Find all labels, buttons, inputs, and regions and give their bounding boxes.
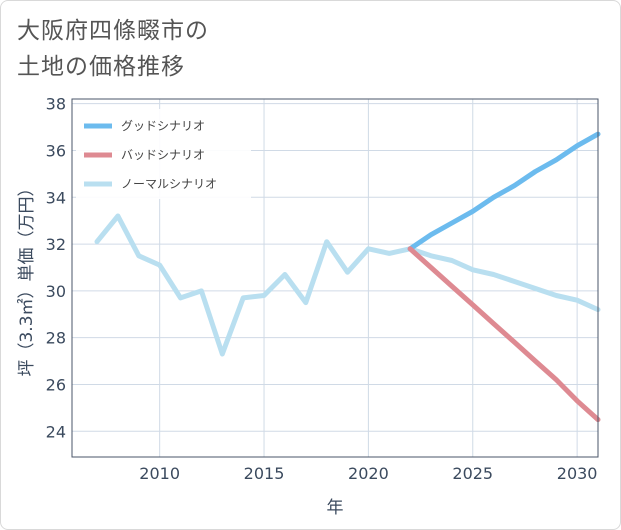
chart-title-line-1: 大阪府四條畷市の: [17, 18, 209, 44]
y-tick-label: 38: [46, 95, 66, 114]
tick-labels: 24 26 28 30 32 34 36 38 2010 2015 2020 2025 2030: [46, 95, 598, 483]
y-axis-title: 坪（3.3㎡）単価（万円）: [17, 179, 37, 376]
series-line-1: [407, 246, 601, 423]
legend-label-1: バッドシナリオ: [121, 148, 205, 162]
y-tick-label: 34: [46, 188, 66, 207]
series-line-0: [407, 131, 601, 252]
x-tick-label: 2010: [139, 464, 180, 483]
y-tick-label: 36: [46, 141, 66, 160]
series-line-2: [94, 213, 601, 357]
x-tick-label: 2015: [244, 464, 285, 483]
series-lines: [94, 131, 601, 423]
x-tick-label: 2025: [452, 464, 493, 483]
y-tick-label: 30: [46, 282, 66, 301]
legend-label-2: ノーマルシナリオ: [121, 177, 217, 191]
x-tick-label: 2030: [557, 464, 598, 483]
y-tick-label: 24: [46, 422, 66, 441]
y-tick-label: 32: [46, 235, 66, 254]
x-axis-title: 年: [327, 498, 344, 518]
y-tick-label: 26: [46, 375, 66, 394]
legend-label-0: グッドシナリオ: [121, 119, 205, 133]
chart-title: 大阪府四條畷市の 土地の価格推移: [17, 13, 209, 85]
y-tick-label: 28: [46, 329, 66, 348]
x-tick-label: 2020: [348, 464, 389, 483]
plot-area-border: [71, 98, 599, 458]
chart-title-line-2: 土地の価格推移: [17, 54, 185, 80]
